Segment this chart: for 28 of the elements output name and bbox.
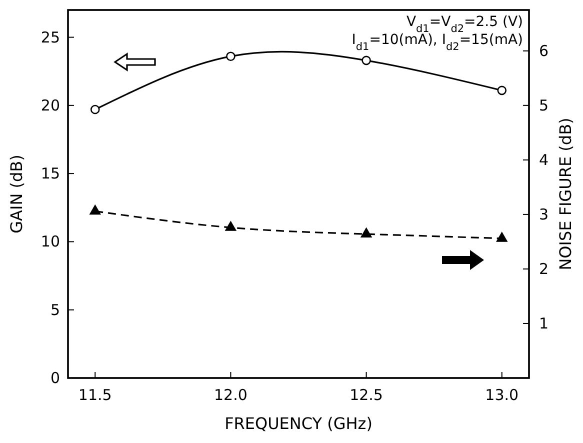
y-tick-label: 0 (50, 369, 60, 387)
x-axis-title: FREQUENCY (GHz) (224, 414, 372, 433)
y2-axis-title: NOISE FIGURE (dB) (556, 118, 575, 270)
y2-tick-label: 4 (539, 150, 549, 169)
point (362, 56, 371, 66)
point (89, 204, 102, 215)
y-tick-label: 10 (40, 232, 60, 251)
x-tick-label: 11.5 (78, 386, 112, 404)
point (224, 220, 237, 231)
x-tick-label: 13.0 (485, 386, 519, 404)
y-tick-label: 20 (40, 96, 60, 114)
y-tick-label: 5 (50, 300, 60, 319)
point (226, 52, 236, 61)
y-axis-title: GAIN (dB) (7, 154, 26, 234)
x-tick-label: 12.0 (214, 386, 248, 404)
y2-tick-label: 6 (539, 42, 549, 60)
y2-tick-label: 1 (539, 314, 549, 332)
annotation: I$_{d1}$=10(mA), I$_{d2}$=15(mA) (352, 32, 523, 53)
x-tick-label: 12.5 (350, 386, 383, 404)
y-tick-label: 25 (40, 28, 60, 46)
y-tick-label: 15 (40, 164, 60, 183)
point (360, 227, 372, 238)
point (90, 104, 100, 114)
y2-tick-label: 3 (539, 205, 549, 224)
y2-tick-label: 2 (539, 260, 549, 278)
y2-tick-label: 5 (539, 96, 549, 114)
point (496, 232, 508, 242)
point (497, 86, 507, 96)
